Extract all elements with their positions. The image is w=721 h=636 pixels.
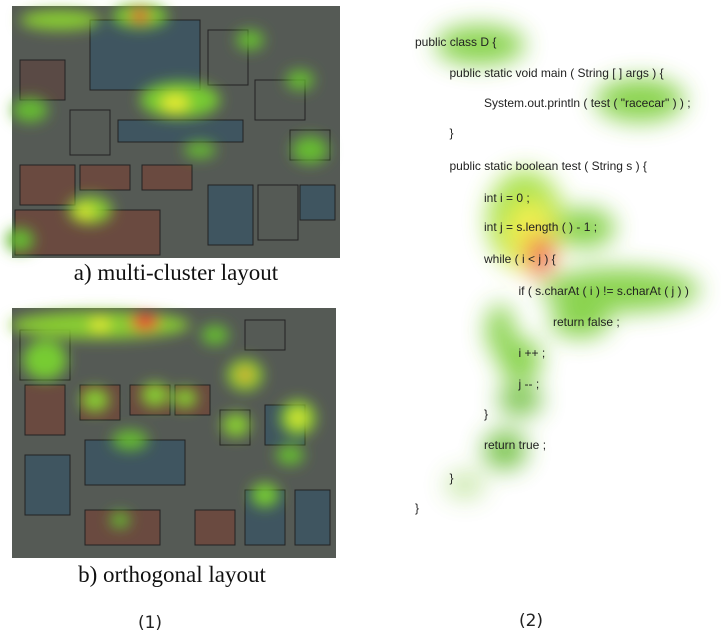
code-line: if ( s.charAt ( i ) != s.charAt ( j ) )	[519, 284, 689, 298]
code-line: return true ;	[484, 438, 546, 452]
code-line: }	[450, 471, 454, 485]
code-line: return false ;	[553, 315, 620, 329]
heatmap-orthogonal	[10, 308, 336, 558]
caption: b) orthogonal layout	[78, 562, 266, 587]
code-line: while ( i < j ) {	[483, 252, 556, 266]
code-line: int j = s.length ( ) - 1 ;	[484, 220, 597, 234]
caption: a) multi-cluster layout	[74, 260, 279, 285]
code-line: j -- ;	[518, 377, 540, 391]
subfigure-label: (2)	[519, 611, 543, 631]
code-line: public static boolean test ( String s ) …	[450, 159, 647, 173]
code-line: public class D {	[415, 35, 496, 49]
code-line: }	[484, 407, 488, 421]
code-line: }	[450, 126, 454, 140]
code-line: int i = 0 ;	[484, 191, 530, 205]
code-line: i ++ ;	[519, 346, 546, 360]
figure-canvas: a) multi-cluster layout b) orthogonal la…	[0, 0, 721, 636]
code-line: System.out.println ( test ( "racecar" ) …	[484, 96, 691, 110]
code-line: }	[415, 501, 419, 515]
code-line: public static void main ( String [ ] arg…	[450, 66, 664, 80]
figure: a) multi-cluster layout b) orthogonal la…	[0, 0, 721, 636]
heatmap-multi-cluster	[6, 4, 340, 258]
subfigure-label: (1)	[138, 613, 162, 633]
